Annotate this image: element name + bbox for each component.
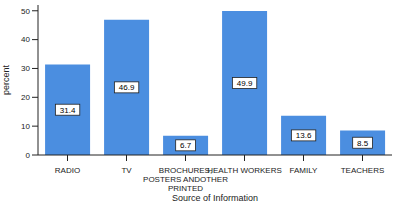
svg-text:PRINTED: PRINTED bbox=[168, 184, 203, 193]
svg-text:Source of Information: Source of Information bbox=[172, 193, 258, 203]
svg-text:31.4: 31.4 bbox=[60, 106, 76, 115]
svg-text:10: 10 bbox=[21, 122, 30, 131]
svg-text:0: 0 bbox=[26, 151, 31, 160]
svg-text:TV: TV bbox=[121, 166, 132, 175]
svg-text:POSTERS ANDOTHER: POSTERS ANDOTHER bbox=[143, 175, 228, 184]
svg-text:6.7: 6.7 bbox=[180, 141, 192, 150]
svg-text:percent: percent bbox=[8, 64, 11, 95]
svg-text:46.9: 46.9 bbox=[119, 83, 135, 92]
svg-text:20: 20 bbox=[21, 93, 30, 102]
svg-text:49.9: 49.9 bbox=[237, 79, 253, 88]
svg-text:13.6: 13.6 bbox=[296, 131, 312, 140]
svg-text:FAMILY: FAMILY bbox=[290, 166, 319, 175]
svg-text:BROCHURES,: BROCHURES, bbox=[159, 166, 212, 175]
svg-text:30: 30 bbox=[21, 64, 30, 73]
svg-text:HEALTH WORKERS: HEALTH WORKERS bbox=[207, 166, 282, 175]
svg-text:50: 50 bbox=[21, 7, 30, 16]
svg-text:8.5: 8.5 bbox=[357, 139, 369, 148]
svg-text:TEACHERS: TEACHERS bbox=[341, 166, 385, 175]
svg-text:40: 40 bbox=[21, 35, 30, 44]
svg-text:RADIO: RADIO bbox=[55, 166, 80, 175]
